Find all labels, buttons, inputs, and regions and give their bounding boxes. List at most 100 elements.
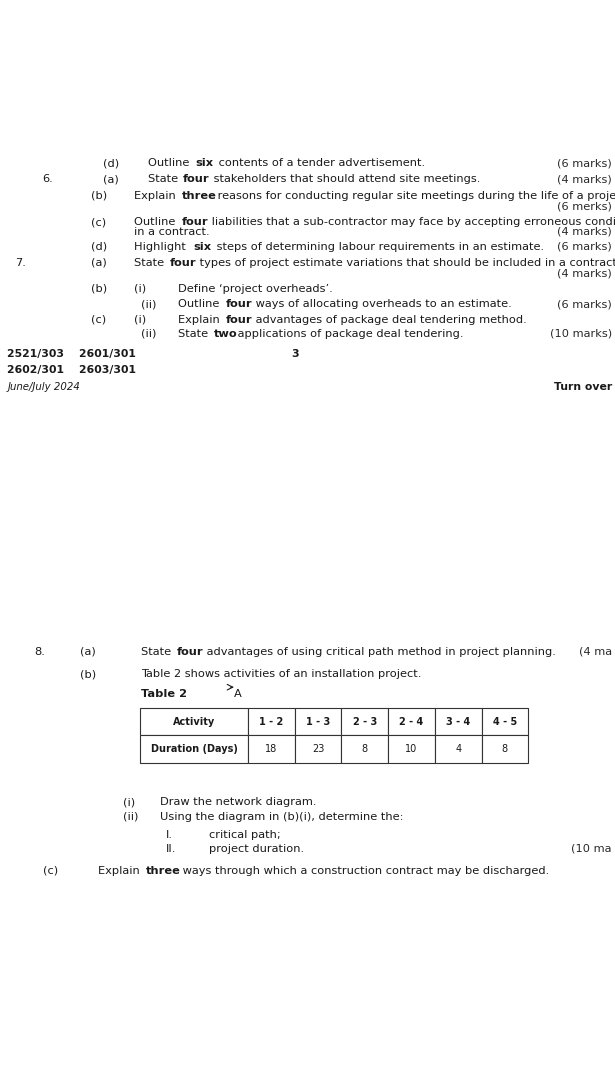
Bar	[295, 708, 341, 736]
Text: 1 - 3: 1 - 3	[306, 716, 330, 727]
Text: (c): (c)	[91, 217, 106, 227]
Text: State: State	[148, 174, 181, 184]
Text: Define ‘project overheads’.: Define ‘project overheads’.	[178, 284, 333, 294]
Text: advantages of using critical path method in project planning.: advantages of using critical path method…	[204, 647, 557, 657]
Text: (4 ma: (4 ma	[579, 647, 612, 657]
Text: (c): (c)	[43, 866, 58, 876]
Text: Table 2 shows activities of an installation project.: Table 2 shows activities of an installat…	[141, 669, 422, 679]
Text: three: three	[146, 866, 181, 876]
Text: (6 marks): (6 marks)	[557, 242, 612, 252]
Text: stakeholders that should attend site meetings.: stakeholders that should attend site mee…	[210, 174, 480, 184]
Text: A: A	[234, 689, 242, 699]
Text: four: four	[226, 314, 252, 325]
Text: Turn over: Turn over	[554, 382, 612, 392]
Bar	[341, 708, 388, 736]
Bar	[140, 708, 248, 736]
Text: four: four	[226, 300, 252, 309]
Text: 2521/303    2601/301: 2521/303 2601/301	[7, 350, 137, 359]
Bar	[482, 736, 528, 762]
Text: Using the diagram in (b)(i), determine the:: Using the diagram in (b)(i), determine t…	[160, 811, 403, 822]
Text: State: State	[134, 258, 168, 268]
Text: 10: 10	[405, 744, 418, 754]
Text: four: four	[170, 258, 196, 268]
Text: (b): (b)	[91, 191, 107, 200]
Text: Outline: Outline	[148, 159, 192, 168]
Text: Explain: Explain	[98, 866, 144, 876]
Text: reasons for conducting regular site meetings during the life of a project.: reasons for conducting regular site meet…	[215, 191, 615, 200]
Text: ways of allocating overheads to an estimate.: ways of allocating overheads to an estim…	[252, 300, 512, 309]
Text: (b): (b)	[80, 669, 96, 679]
Text: State: State	[178, 328, 212, 339]
Text: 23: 23	[312, 744, 324, 754]
Text: I.: I.	[166, 830, 173, 840]
Bar	[388, 708, 435, 736]
Text: (d): (d)	[91, 242, 107, 252]
Text: (a): (a)	[80, 647, 96, 657]
Text: (ii): (ii)	[141, 300, 157, 309]
Text: (c): (c)	[91, 314, 106, 325]
Bar	[435, 736, 482, 762]
Text: Outline: Outline	[134, 217, 179, 227]
Text: two: two	[214, 328, 237, 339]
Text: (10 ma: (10 ma	[571, 843, 612, 854]
Text: four: four	[183, 174, 210, 184]
Bar	[482, 708, 528, 736]
Text: 2602/301    2603/301: 2602/301 2603/301	[7, 366, 137, 375]
Text: project duration.: project duration.	[209, 843, 304, 854]
Text: 8: 8	[362, 744, 368, 754]
Text: 7.: 7.	[15, 258, 26, 268]
Bar	[341, 736, 388, 762]
Text: (10 marks): (10 marks)	[550, 328, 612, 339]
Text: (6 marks): (6 marks)	[557, 300, 612, 309]
Text: June/July 2024: June/July 2024	[7, 382, 80, 392]
Text: types of project estimate variations that should be included in a contract.: types of project estimate variations tha…	[196, 258, 615, 268]
Text: (i): (i)	[134, 314, 146, 325]
Text: ways through which a construction contract may be discharged.: ways through which a construction contra…	[179, 866, 549, 876]
Bar	[140, 736, 248, 762]
Text: liabilities that a sub-contractor may face by accepting erroneous conditions: liabilities that a sub-contractor may fa…	[208, 217, 615, 227]
Text: Explain: Explain	[134, 191, 180, 200]
Bar	[248, 736, 295, 762]
Text: (b): (b)	[91, 284, 107, 294]
Text: (ii): (ii)	[123, 811, 138, 822]
Bar	[435, 708, 482, 736]
Text: Draw the network diagram.: Draw the network diagram.	[160, 797, 316, 807]
Text: (i): (i)	[134, 284, 146, 294]
Text: four: four	[181, 217, 208, 227]
Text: 2 - 3: 2 - 3	[352, 716, 377, 727]
Bar	[295, 736, 341, 762]
Text: steps of determining labour requirements in an estimate.: steps of determining labour requirements…	[213, 242, 544, 252]
Text: (a): (a)	[91, 258, 107, 268]
Text: 3 - 4: 3 - 4	[446, 716, 470, 727]
Text: Highlight: Highlight	[134, 242, 189, 252]
Text: Duration (Days): Duration (Days)	[151, 744, 237, 754]
Text: 3: 3	[292, 350, 299, 359]
Text: (ii): (ii)	[141, 328, 157, 339]
Text: II.: II.	[166, 843, 177, 854]
Text: six: six	[193, 242, 212, 252]
Text: applications of package deal tendering.: applications of package deal tendering.	[234, 328, 463, 339]
Text: three: three	[181, 191, 216, 200]
Text: Outline: Outline	[178, 300, 223, 309]
Text: 8.: 8.	[34, 647, 45, 657]
Text: Table 2: Table 2	[141, 689, 188, 699]
Text: (4 marks): (4 marks)	[557, 227, 612, 237]
Text: 8: 8	[502, 744, 508, 754]
Text: electrical module 3 past papers: electrical module 3 past papers	[7, 28, 502, 55]
Text: critical path;: critical path;	[209, 830, 281, 840]
Text: four: four	[177, 647, 204, 657]
Text: (i): (i)	[123, 797, 135, 807]
Text: (6 marks): (6 marks)	[557, 159, 612, 168]
Text: (a): (a)	[103, 174, 119, 184]
Text: advantages of package deal tendering method.: advantages of package deal tendering met…	[252, 314, 527, 325]
Text: Explain: Explain	[178, 314, 224, 325]
Bar	[388, 736, 435, 762]
Text: 4 - 5: 4 - 5	[493, 716, 517, 727]
Bar	[248, 708, 295, 736]
Text: 1 - 2: 1 - 2	[259, 716, 284, 727]
Text: 18: 18	[265, 744, 277, 754]
Text: in a contract.: in a contract.	[134, 227, 210, 237]
Text: Activity: Activity	[173, 716, 215, 727]
Text: (6 merks): (6 merks)	[557, 201, 612, 211]
Text: State: State	[141, 647, 175, 657]
